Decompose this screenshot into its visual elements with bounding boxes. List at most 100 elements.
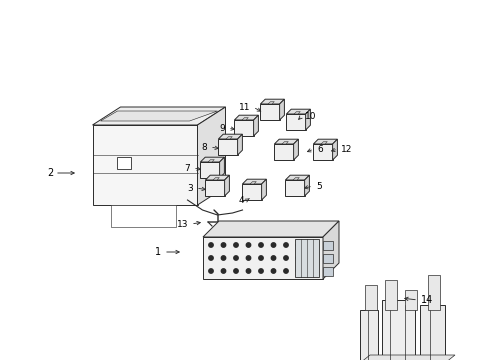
- Text: 9: 9: [219, 123, 224, 132]
- Polygon shape: [313, 139, 337, 144]
- Polygon shape: [304, 175, 309, 196]
- Circle shape: [283, 269, 287, 273]
- Circle shape: [233, 243, 238, 247]
- Polygon shape: [305, 109, 310, 130]
- Polygon shape: [286, 109, 310, 114]
- Polygon shape: [205, 175, 229, 180]
- Circle shape: [283, 256, 287, 260]
- Polygon shape: [313, 144, 332, 160]
- Polygon shape: [323, 221, 338, 279]
- Text: 3: 3: [187, 184, 193, 193]
- Polygon shape: [92, 107, 225, 125]
- Polygon shape: [286, 114, 305, 130]
- Polygon shape: [237, 134, 242, 155]
- Circle shape: [221, 256, 225, 260]
- Polygon shape: [200, 157, 224, 162]
- Polygon shape: [218, 134, 242, 139]
- Polygon shape: [279, 99, 284, 120]
- Polygon shape: [242, 179, 266, 184]
- Bar: [117, 157, 131, 169]
- Circle shape: [296, 269, 300, 273]
- Polygon shape: [260, 99, 284, 104]
- Circle shape: [296, 243, 300, 247]
- Polygon shape: [285, 180, 304, 196]
- Bar: [404, 290, 416, 310]
- Circle shape: [221, 243, 225, 247]
- Polygon shape: [261, 179, 266, 200]
- Bar: [323, 267, 332, 276]
- Circle shape: [233, 269, 238, 273]
- Polygon shape: [208, 159, 214, 162]
- Circle shape: [283, 243, 287, 247]
- Polygon shape: [203, 221, 338, 237]
- Polygon shape: [249, 181, 256, 184]
- Polygon shape: [213, 177, 219, 180]
- Polygon shape: [200, 162, 219, 178]
- Circle shape: [258, 256, 263, 260]
- Text: 12: 12: [340, 144, 352, 153]
- Circle shape: [308, 256, 312, 260]
- Bar: [203, 237, 323, 279]
- Circle shape: [308, 243, 312, 247]
- Polygon shape: [292, 177, 299, 180]
- Circle shape: [296, 256, 300, 260]
- Circle shape: [258, 269, 263, 273]
- Polygon shape: [285, 175, 309, 180]
- Text: 10: 10: [305, 112, 316, 121]
- Circle shape: [208, 243, 213, 247]
- Text: 6: 6: [316, 144, 322, 153]
- Polygon shape: [234, 115, 258, 120]
- Circle shape: [246, 243, 250, 247]
- Text: 11: 11: [238, 103, 249, 112]
- Text: 13: 13: [176, 220, 187, 229]
- Text: 14: 14: [420, 295, 432, 305]
- Circle shape: [233, 256, 238, 260]
- Bar: [427, 275, 439, 310]
- Polygon shape: [101, 111, 217, 121]
- Polygon shape: [419, 305, 444, 360]
- Polygon shape: [92, 125, 197, 205]
- Circle shape: [208, 269, 213, 273]
- Circle shape: [208, 256, 213, 260]
- Circle shape: [246, 256, 250, 260]
- Polygon shape: [260, 104, 279, 120]
- Polygon shape: [267, 102, 274, 104]
- Polygon shape: [359, 310, 377, 360]
- Bar: [384, 280, 396, 310]
- Polygon shape: [381, 300, 414, 360]
- Polygon shape: [242, 184, 261, 200]
- Text: 7: 7: [184, 163, 190, 172]
- Polygon shape: [282, 141, 288, 144]
- Text: 1: 1: [155, 247, 161, 257]
- Polygon shape: [332, 139, 337, 160]
- Circle shape: [258, 243, 263, 247]
- Polygon shape: [234, 120, 253, 136]
- Polygon shape: [274, 144, 293, 160]
- Text: 2: 2: [47, 168, 53, 178]
- Polygon shape: [293, 139, 298, 160]
- Circle shape: [271, 269, 275, 273]
- Polygon shape: [321, 141, 326, 144]
- Polygon shape: [242, 118, 248, 120]
- Polygon shape: [225, 136, 232, 139]
- Polygon shape: [253, 115, 258, 136]
- Text: 8: 8: [201, 143, 206, 152]
- Text: 5: 5: [315, 181, 321, 190]
- Circle shape: [271, 243, 275, 247]
- Polygon shape: [110, 205, 175, 227]
- Polygon shape: [197, 107, 225, 205]
- Bar: [323, 254, 332, 263]
- Bar: [364, 285, 376, 310]
- Circle shape: [221, 269, 225, 273]
- Circle shape: [246, 269, 250, 273]
- Polygon shape: [219, 157, 224, 178]
- Polygon shape: [205, 180, 224, 196]
- Polygon shape: [218, 139, 237, 155]
- Polygon shape: [274, 139, 298, 144]
- Polygon shape: [293, 112, 300, 114]
- Bar: [323, 241, 332, 250]
- Bar: [294, 239, 318, 277]
- Circle shape: [308, 269, 312, 273]
- Polygon shape: [224, 175, 229, 196]
- Polygon shape: [359, 355, 454, 360]
